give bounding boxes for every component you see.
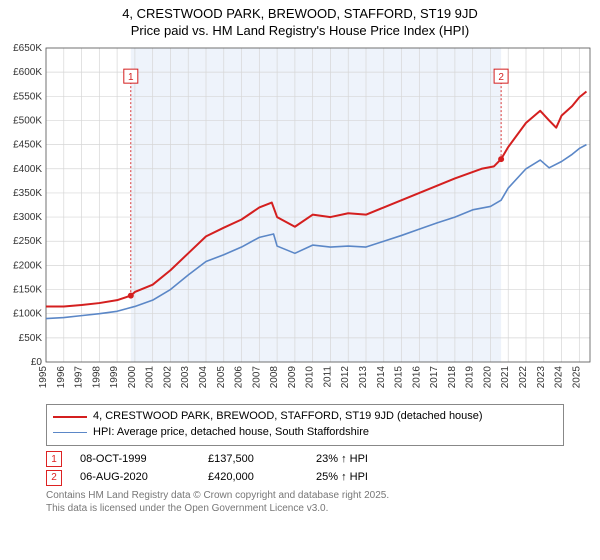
- svg-text:2015: 2015: [394, 365, 405, 388]
- svg-text:1995: 1995: [38, 365, 49, 388]
- title-line-2: Price paid vs. HM Land Registry's House …: [0, 23, 600, 40]
- marker-price: £420,000: [208, 468, 298, 487]
- svg-text:2003: 2003: [180, 365, 191, 388]
- marker-delta: 25% ↑ HPI: [316, 468, 368, 487]
- svg-text:2013: 2013: [358, 365, 369, 388]
- chart-title: 4, CRESTWOOD PARK, BREWOOD, STAFFORD, ST…: [0, 0, 600, 40]
- marker-date: 08-OCT-1999: [80, 450, 190, 469]
- title-line-1: 4, CRESTWOOD PARK, BREWOOD, STAFFORD, ST…: [0, 6, 600, 23]
- svg-text:2007: 2007: [251, 365, 262, 388]
- svg-text:2017: 2017: [429, 365, 440, 388]
- svg-text:2009: 2009: [287, 365, 298, 388]
- svg-text:1999: 1999: [109, 365, 120, 388]
- svg-text:2022: 2022: [518, 365, 529, 388]
- svg-text:2020: 2020: [482, 365, 493, 388]
- svg-text:2023: 2023: [536, 365, 547, 388]
- svg-text:£300K: £300K: [13, 212, 42, 223]
- svg-text:2021: 2021: [500, 365, 511, 388]
- marker-price: £137,500: [208, 450, 298, 469]
- svg-text:£350K: £350K: [13, 188, 42, 199]
- svg-text:2025: 2025: [571, 365, 582, 388]
- chart-area: £0£50K£100K£150K£200K£250K£300K£350K£400…: [0, 40, 600, 400]
- svg-text:2008: 2008: [269, 365, 280, 388]
- footer-line-1: Contains HM Land Registry data © Crown c…: [46, 489, 564, 502]
- marker-number: 2: [46, 470, 62, 486]
- svg-text:2001: 2001: [145, 365, 156, 388]
- marker-row: 1 08-OCT-1999 £137,500 23% ↑ HPI: [46, 450, 564, 469]
- svg-text:£100K: £100K: [13, 308, 42, 319]
- svg-text:2012: 2012: [340, 365, 351, 388]
- legend-row: HPI: Average price, detached house, Sout…: [53, 425, 557, 441]
- marker-number: 1: [46, 451, 62, 467]
- svg-text:1997: 1997: [74, 365, 85, 388]
- legend-swatch: [53, 416, 87, 418]
- svg-text:1996: 1996: [56, 365, 67, 388]
- svg-text:£550K: £550K: [13, 91, 42, 102]
- svg-text:1998: 1998: [91, 365, 102, 388]
- marker-delta: 23% ↑ HPI: [316, 450, 368, 469]
- svg-text:2018: 2018: [447, 365, 458, 388]
- svg-text:£200K: £200K: [13, 260, 42, 271]
- svg-text:£150K: £150K: [13, 284, 42, 295]
- legend: 4, CRESTWOOD PARK, BREWOOD, STAFFORD, ST…: [46, 404, 564, 446]
- svg-text:2019: 2019: [465, 365, 476, 388]
- svg-text:£650K: £650K: [13, 43, 42, 54]
- svg-text:£250K: £250K: [13, 236, 42, 247]
- svg-text:2002: 2002: [162, 365, 173, 388]
- svg-text:2024: 2024: [554, 365, 565, 388]
- svg-text:2: 2: [498, 72, 504, 83]
- svg-text:2011: 2011: [322, 365, 333, 387]
- svg-text:2010: 2010: [305, 365, 316, 388]
- svg-text:2004: 2004: [198, 365, 209, 388]
- marker-table: 1 08-OCT-1999 £137,500 23% ↑ HPI 2 06-AUG-202…: [46, 450, 564, 487]
- svg-text:2006: 2006: [234, 365, 245, 388]
- svg-text:£400K: £400K: [13, 164, 42, 175]
- line-chart-svg: £0£50K£100K£150K£200K£250K£300K£350K£400…: [0, 40, 600, 400]
- svg-text:1: 1: [128, 72, 134, 83]
- legend-row: 4, CRESTWOOD PARK, BREWOOD, STAFFORD, ST…: [53, 409, 557, 425]
- legend-swatch: [53, 432, 87, 433]
- marker-date: 06-AUG-2020: [80, 468, 190, 487]
- legend-label: HPI: Average price, detached house, Sout…: [93, 425, 369, 441]
- svg-text:£450K: £450K: [13, 139, 42, 150]
- legend-label: 4, CRESTWOOD PARK, BREWOOD, STAFFORD, ST…: [93, 409, 483, 425]
- footer-line-2: This data is licensed under the Open Gov…: [46, 502, 564, 515]
- marker-row: 2 06-AUG-2020 £420,000 25% ↑ HPI: [46, 468, 564, 487]
- svg-text:2016: 2016: [411, 365, 422, 388]
- svg-text:2005: 2005: [216, 365, 227, 388]
- svg-text:£50K: £50K: [19, 333, 43, 344]
- svg-text:£600K: £600K: [13, 67, 42, 78]
- svg-text:2000: 2000: [127, 365, 138, 388]
- footer-attribution: Contains HM Land Registry data © Crown c…: [46, 489, 564, 515]
- svg-text:£500K: £500K: [13, 115, 42, 126]
- svg-text:2014: 2014: [376, 365, 387, 388]
